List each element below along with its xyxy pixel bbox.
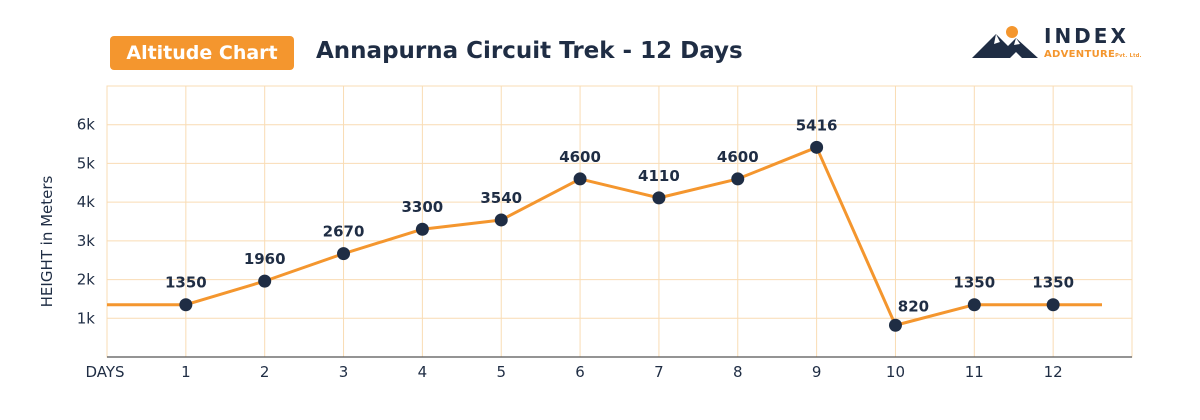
data-label: 1350 (1032, 274, 1074, 292)
data-label: 3300 (402, 198, 444, 216)
y-tick-label: 6k (77, 116, 96, 134)
x-tick-label: 3 (339, 363, 349, 381)
data-point (179, 298, 193, 312)
data-point (1046, 298, 1060, 312)
x-tick-label: 10 (886, 363, 905, 381)
y-tick-label: 2k (77, 271, 96, 289)
data-point (967, 298, 981, 312)
data-label: 1350 (165, 274, 207, 292)
logo-suffix: Pvt. Ltd. (1115, 53, 1142, 59)
y-tick-label: 5k (77, 154, 96, 172)
data-point (258, 274, 272, 288)
x-tick-label: 4 (418, 363, 428, 381)
data-point (337, 247, 351, 261)
x-axis-label: DAYS (85, 363, 124, 381)
data-label: 1350 (953, 274, 995, 292)
x-tick-label: 2 (260, 363, 270, 381)
chart-title: Annapurna Circuit Trek - 12 Days (316, 38, 743, 64)
data-label: 820 (898, 297, 929, 315)
logo-main-text: INDEX (1044, 24, 1129, 48)
x-tick-label: 12 (1044, 363, 1063, 381)
data-point (731, 172, 745, 186)
data-point (415, 222, 429, 236)
mountain-logo-icon (972, 26, 1038, 58)
logo-sub-word: ADVENTURE (1044, 49, 1116, 60)
logo-sub-text: ADVENTUREPvt. Ltd. (1044, 49, 1142, 60)
data-point (888, 318, 902, 332)
x-tick-label: 8 (733, 363, 743, 381)
plot-frame (106, 85, 1133, 358)
x-tick-label: 9 (812, 363, 822, 381)
data-point (494, 213, 508, 227)
badge-label: Altitude Chart (126, 42, 278, 64)
data-label: 4600 (559, 148, 601, 166)
company-logo: INDEX ADVENTUREPvt. Ltd. (970, 22, 1150, 66)
y-tick-label: 1k (77, 309, 96, 327)
altitude-series-line (107, 145, 1102, 327)
x-tick-label: 6 (575, 363, 585, 381)
x-tick-label: 1 (181, 363, 191, 381)
x-tick-label: 7 (654, 363, 664, 381)
data-point (573, 172, 587, 186)
x-tick-label: 11 (965, 363, 984, 381)
y-axis-label: HEIGHT in Meters (38, 175, 56, 307)
data-label: 5416 (796, 116, 838, 134)
data-label: 3540 (480, 189, 522, 207)
data-label: 4600 (717, 148, 759, 166)
altitude-chart-badge: Altitude Chart (110, 36, 294, 70)
data-label: 1960 (244, 250, 286, 268)
y-tick-label: 3k (77, 232, 96, 250)
y-tick-label: 4k (77, 193, 96, 211)
data-point (652, 191, 666, 205)
data-label: 4110 (638, 167, 680, 185)
data-point (810, 140, 824, 154)
data-label: 2670 (323, 223, 365, 241)
x-tick-label: 5 (496, 363, 506, 381)
